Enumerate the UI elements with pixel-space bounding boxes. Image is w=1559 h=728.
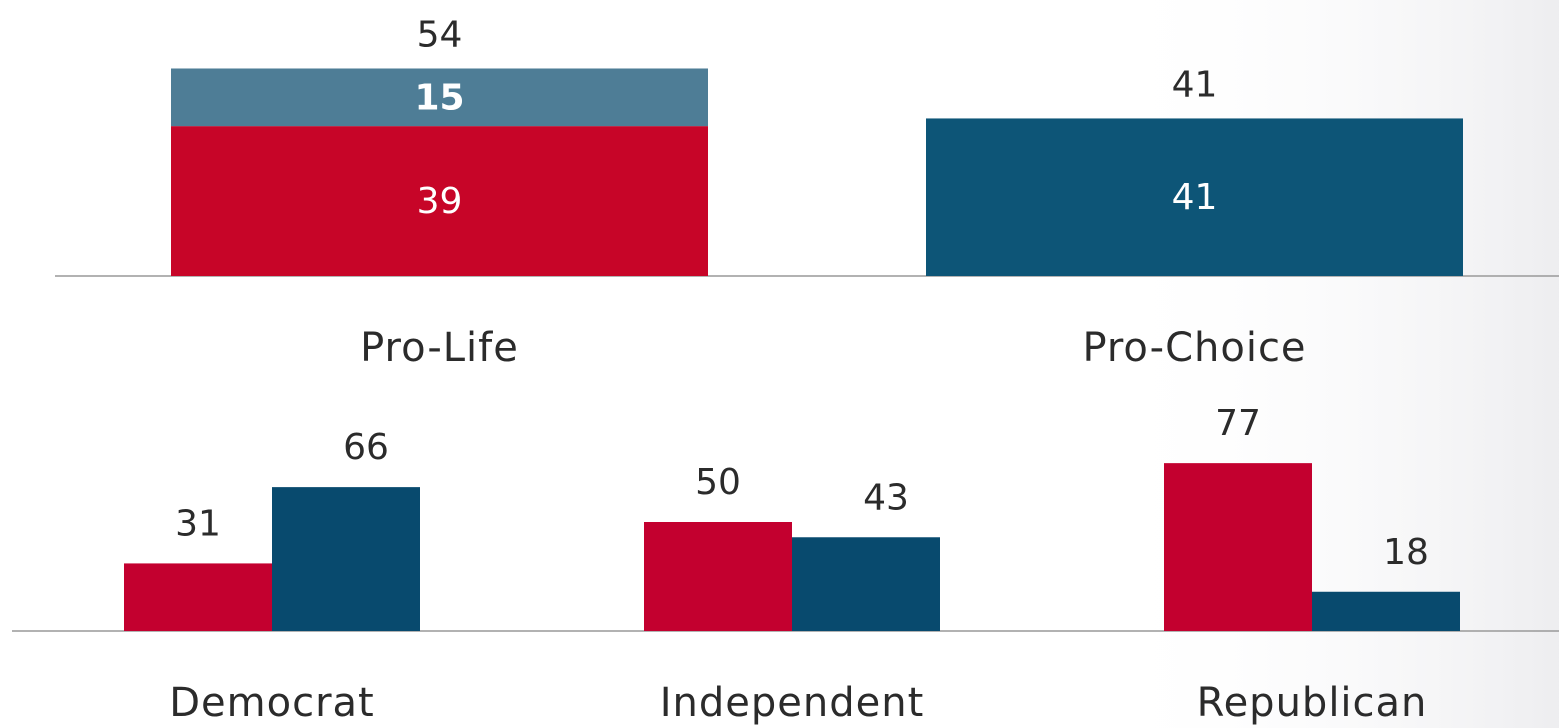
bar	[272, 487, 420, 631]
x-tick-label: Pro-Life	[360, 325, 519, 371]
value-label: 66	[343, 427, 389, 468]
bar	[1312, 592, 1460, 631]
chart: Pro-Life 39 15 54 Pro-Choice 41 41 Democrat 31 66…	[0, 0, 1559, 728]
bar	[792, 537, 940, 631]
total-label: 41	[1172, 64, 1218, 105]
bar	[124, 563, 272, 631]
value-label: 41	[1172, 177, 1218, 218]
value-label: 39	[417, 181, 463, 222]
value-label: 15	[414, 77, 464, 118]
value-label: 31	[175, 503, 221, 544]
value-label: 43	[863, 477, 909, 518]
total-label: 54	[417, 14, 463, 55]
x-tick-label: Democrat	[169, 680, 374, 726]
bar	[1164, 463, 1312, 631]
x-tick-label: Republican	[1197, 680, 1428, 726]
value-label: 50	[695, 462, 741, 503]
value-label: 18	[1383, 532, 1429, 573]
bar	[644, 522, 792, 631]
value-label: 77	[1215, 403, 1261, 444]
x-tick-label: Independent	[660, 680, 925, 726]
x-tick-label: Pro-Choice	[1082, 325, 1306, 371]
